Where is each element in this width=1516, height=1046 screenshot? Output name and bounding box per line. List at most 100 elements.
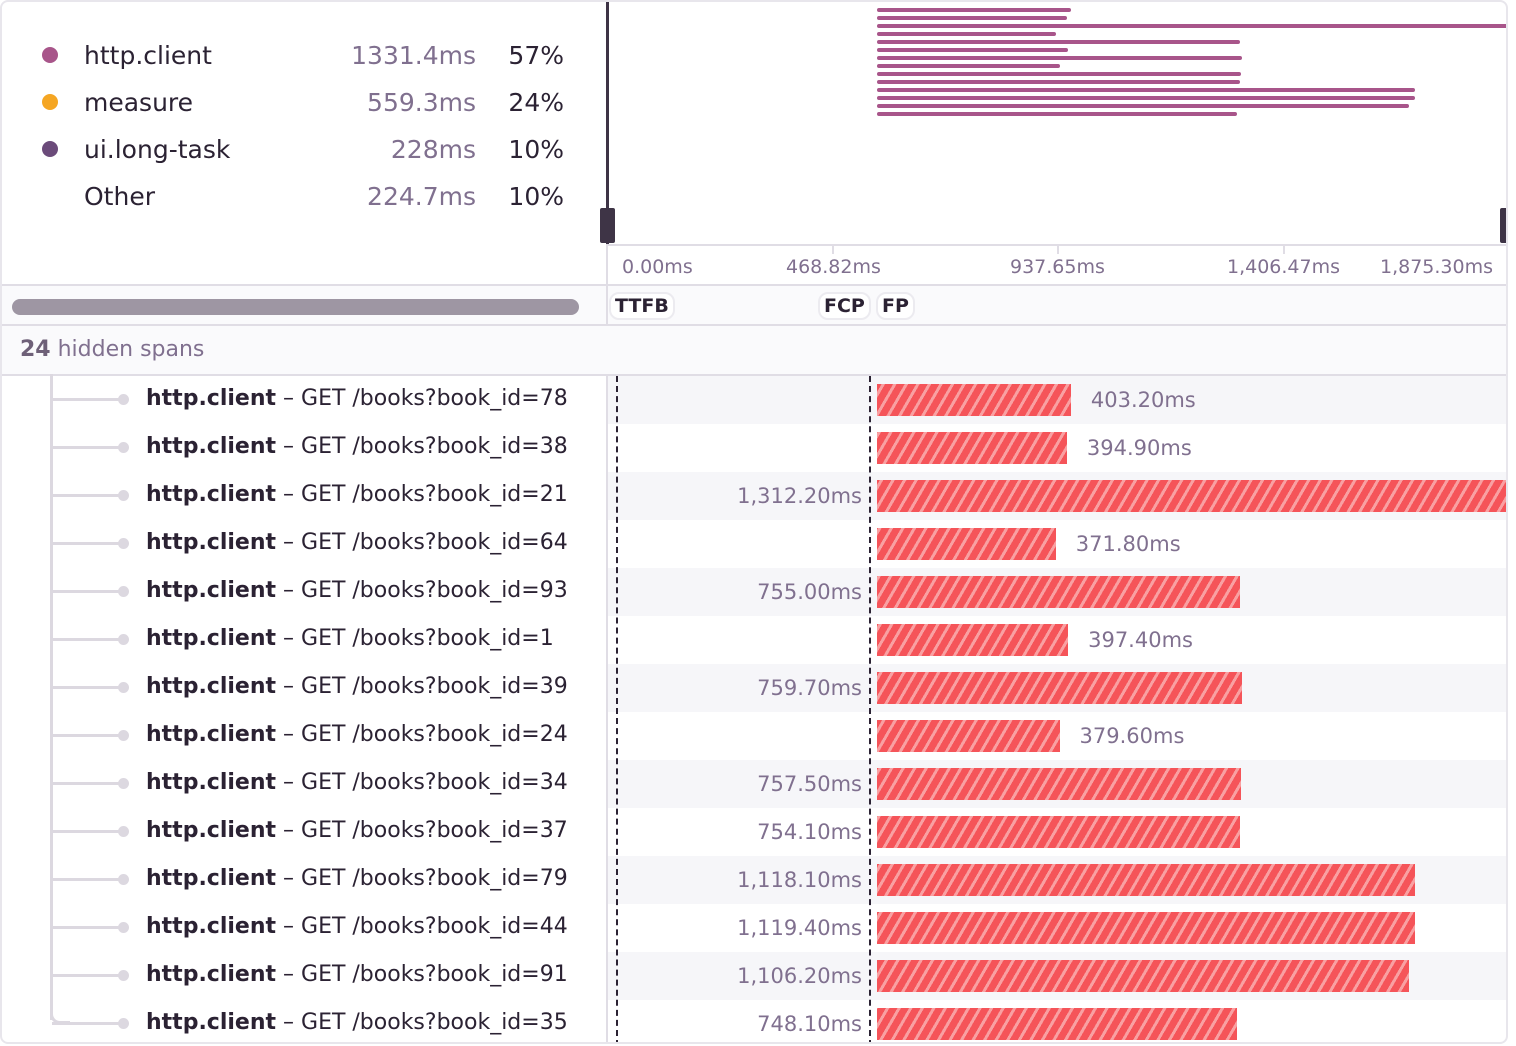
tree-node-dot <box>118 874 129 885</box>
span-title: http.client – GET /books?book_id=39 <box>146 674 568 699</box>
span-row[interactable]: http.client – GET /books?book_id=1 397.40… <box>2 616 1506 664</box>
legend-duration: 228ms <box>390 135 476 164</box>
span-duration: 755.00ms <box>757 580 862 604</box>
span-duration: 403.20ms <box>1090 388 1196 412</box>
column-divider[interactable] <box>606 374 608 1042</box>
tree-connector-line <box>50 374 53 1020</box>
minimap-span <box>877 88 1415 92</box>
tree-node-dot <box>118 538 129 549</box>
legend-op-name: ui.long-task <box>84 135 231 164</box>
span-row[interactable]: http.client – GET /books?book_id=79 1,118… <box>2 856 1506 904</box>
marker-fcp[interactable]: FCP <box>818 292 871 320</box>
legend-item: Other 224.7ms 10% <box>32 173 572 220</box>
span-bar[interactable] <box>877 1008 1237 1040</box>
span-bar[interactable] <box>877 384 1071 416</box>
span-title: http.client – GET /books?book_id=38 <box>146 434 568 459</box>
minimap-span <box>877 32 1056 36</box>
span-bar[interactable] <box>877 480 1506 512</box>
span-bar[interactable] <box>877 432 1067 464</box>
minimap-right-handle[interactable] <box>1500 208 1506 243</box>
span-duration: 759.70ms <box>757 676 862 700</box>
axis-label: 1,406.47ms <box>1227 256 1341 278</box>
legend-percent: 24% <box>508 88 564 117</box>
horizontal-scrollbar[interactable] <box>12 299 579 315</box>
span-bar[interactable] <box>877 912 1416 944</box>
span-row[interactable]: http.client – GET /books?book_id=24 379.6… <box>2 712 1506 760</box>
span-bar[interactable] <box>877 960 1409 992</box>
fcp-marker-line <box>869 376 871 1042</box>
legend-percent: 10% <box>508 182 564 211</box>
tree-branch <box>52 542 122 545</box>
legend-op-name: measure <box>84 88 194 117</box>
tree-connector-end <box>50 1006 70 1024</box>
span-bar[interactable] <box>877 672 1243 704</box>
legend-op-name: Other <box>84 182 155 211</box>
span-row[interactable]: http.client – GET /books?book_id=44 1,119… <box>2 904 1506 952</box>
minimap-left-handle-line[interactable] <box>606 2 609 244</box>
span-title: http.client – GET /books?book_id=21 <box>146 482 568 507</box>
tree-branch <box>52 830 122 833</box>
tree-node-dot <box>118 394 129 405</box>
span-title: http.client – GET /books?book_id=64 <box>146 530 568 555</box>
tree-branch <box>52 446 122 449</box>
marker-ttfb[interactable]: TTFB <box>609 292 675 320</box>
span-row[interactable]: http.client – GET /books?book_id=34 757.5… <box>2 760 1506 808</box>
span-title: http.client – GET /books?book_id=34 <box>146 770 568 795</box>
span-duration: 394.90ms <box>1086 436 1192 460</box>
minimap-span <box>877 40 1241 44</box>
minimap-span <box>877 80 1240 84</box>
legend-duration: 224.7ms <box>367 182 476 211</box>
span-title: http.client – GET /books?book_id=35 <box>146 1010 568 1035</box>
tree-node-dot <box>118 490 129 501</box>
ops-breakdown-legend: http.client 1331.4ms 57% measure 559.3ms 24% u… <box>32 32 572 220</box>
tree-branch <box>52 398 122 401</box>
legend-color-dot <box>42 141 58 157</box>
minimap-span <box>877 8 1071 12</box>
span-row[interactable]: http.client – GET /books?book_id=35 748.1… <box>2 1000 1506 1042</box>
axis-label: 937.65ms <box>1010 256 1105 278</box>
tree-node-dot <box>118 442 129 453</box>
axis-tick <box>1057 246 1059 254</box>
legend-item: measure 559.3ms 24% <box>32 79 572 126</box>
span-title: http.client – GET /books?book_id=93 <box>146 578 568 603</box>
legend-op-name: http.client <box>84 41 212 70</box>
span-title: http.client – GET /books?book_id=1 <box>146 626 554 651</box>
span-row[interactable]: http.client – GET /books?book_id=93 755.0… <box>2 568 1506 616</box>
span-row[interactable]: http.client – GET /books?book_id=38 394.9… <box>2 424 1506 472</box>
span-row[interactable]: http.client – GET /books?book_id=21 1,312… <box>2 472 1506 520</box>
marker-fp[interactable]: FP <box>876 292 915 320</box>
minimap-span <box>877 72 1242 76</box>
span-duration: 1,119.40ms <box>737 916 862 940</box>
span-bar[interactable] <box>877 720 1060 752</box>
span-title: http.client – GET /books?book_id=78 <box>146 386 568 411</box>
span-bar[interactable] <box>877 576 1241 608</box>
legend-percent: 57% <box>508 41 564 70</box>
span-row[interactable]: http.client – GET /books?book_id=39 759.7… <box>2 664 1506 712</box>
span-row[interactable]: http.client – GET /books?book_id=91 1,106… <box>2 952 1506 1000</box>
tree-node-dot <box>118 1018 129 1029</box>
tree-node-dot <box>118 826 129 837</box>
axis-tick <box>832 246 834 254</box>
legend-color-dot <box>42 47 58 63</box>
span-row[interactable]: http.client – GET /books?book_id=64 371.8… <box>2 520 1506 568</box>
span-bar[interactable] <box>877 864 1415 896</box>
span-bar[interactable] <box>877 768 1242 800</box>
span-title: http.client – GET /books?book_id=44 <box>146 914 568 939</box>
tree-branch <box>52 974 122 977</box>
minimap-span <box>877 112 1237 116</box>
minimap-left-handle[interactable] <box>600 208 615 243</box>
span-duration: 1,106.20ms <box>737 964 862 988</box>
span-bar[interactable] <box>877 528 1056 560</box>
minimap-right-handle-line[interactable] <box>1507 2 1508 244</box>
minimap[interactable] <box>600 2 1508 244</box>
minimap-span <box>877 56 1243 60</box>
span-bar[interactable] <box>877 624 1069 656</box>
span-row[interactable]: http.client – GET /books?book_id=37 754.1… <box>2 808 1506 856</box>
span-bar[interactable] <box>877 816 1240 848</box>
span-duration: 754.10ms <box>757 820 862 844</box>
tree-node-dot <box>118 922 129 933</box>
hidden-spans-row[interactable]: 24 hidden spans <box>2 324 1506 374</box>
minimap-span <box>877 48 1069 52</box>
span-row[interactable]: http.client – GET /books?book_id=78 403.2… <box>2 376 1506 424</box>
tree-branch <box>52 926 122 929</box>
